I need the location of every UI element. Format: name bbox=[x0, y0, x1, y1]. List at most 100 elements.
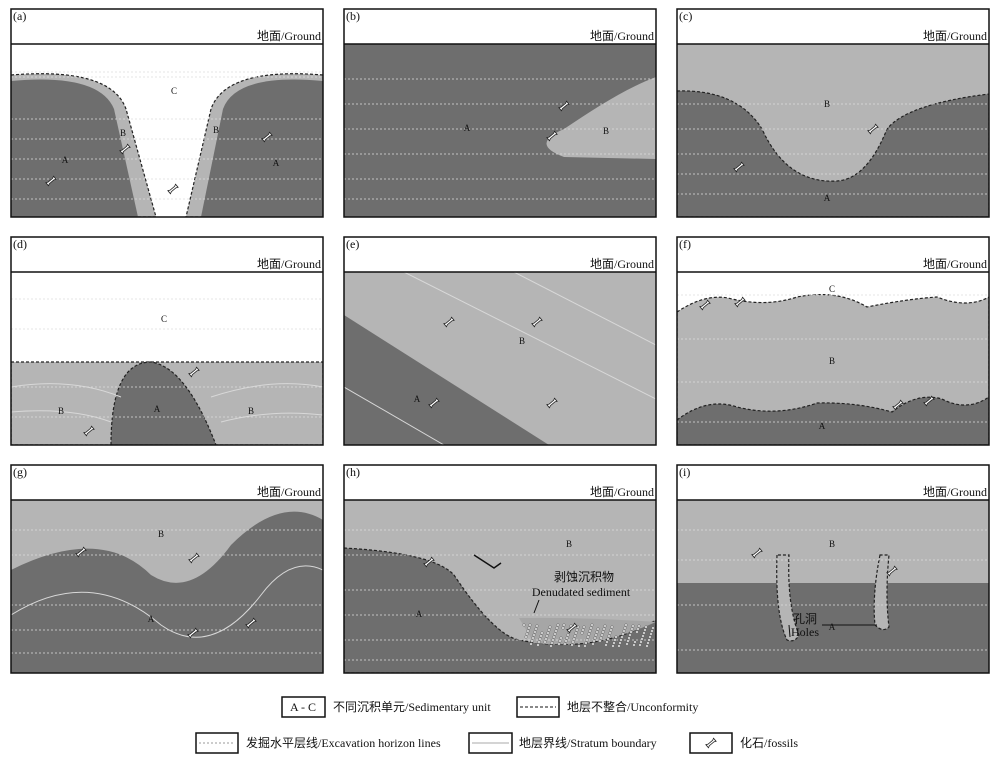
ground-label: 地面/Ground bbox=[923, 485, 987, 499]
panel-body bbox=[344, 272, 656, 445]
sediment-dot bbox=[557, 642, 561, 646]
pointer bbox=[533, 599, 540, 614]
sediment-dot bbox=[642, 631, 646, 635]
unit-label: B bbox=[213, 125, 219, 135]
sediment-dot bbox=[553, 632, 557, 636]
panel-frame bbox=[10, 464, 324, 674]
fossil-shape bbox=[443, 316, 455, 328]
sediment-dot bbox=[547, 628, 551, 632]
sediment-dot bbox=[595, 630, 599, 634]
sediment-dot bbox=[550, 641, 554, 645]
panel: B A (g) 地面/Ground bbox=[10, 464, 324, 674]
panel-frame bbox=[10, 8, 324, 218]
sediment-dot bbox=[631, 624, 635, 628]
annotation: Holes bbox=[791, 625, 819, 639]
unit-label: A bbox=[819, 421, 826, 431]
sediment-dot bbox=[596, 627, 600, 631]
sediment-dot bbox=[600, 633, 604, 637]
fossil-shape bbox=[751, 547, 763, 559]
stratum-boundary bbox=[403, 272, 656, 400]
panel-body bbox=[344, 44, 656, 217]
sediment-dot bbox=[646, 641, 650, 645]
sediment-dot bbox=[613, 638, 617, 642]
fossil-shape bbox=[546, 397, 558, 409]
fossil-icon bbox=[531, 316, 543, 328]
ground-label: 地面/Ground bbox=[257, 29, 321, 43]
fossil-icon bbox=[886, 565, 898, 577]
panel-body bbox=[344, 500, 656, 673]
sediment-dot bbox=[546, 631, 550, 635]
fossil-icon bbox=[83, 425, 95, 437]
sediment-dot bbox=[609, 628, 613, 632]
stratum bbox=[110, 361, 217, 445]
fossil-icon bbox=[187, 627, 199, 639]
unit-label: C bbox=[171, 86, 177, 96]
ground-label: 地面/Ground bbox=[923, 29, 987, 43]
sediment-dot bbox=[640, 637, 644, 641]
sediment-dot bbox=[548, 625, 552, 629]
sediment-dot bbox=[612, 641, 616, 645]
sediment-dot bbox=[552, 635, 556, 639]
stratum-boundary bbox=[11, 383, 122, 398]
ground-label: 地面/Ground bbox=[590, 257, 654, 271]
fossil-shape bbox=[886, 565, 898, 577]
sediment-dot bbox=[544, 637, 548, 641]
fossil-shape bbox=[45, 175, 57, 187]
sediment-dot bbox=[563, 642, 567, 646]
fossil-shape bbox=[867, 123, 879, 135]
sediment-dot bbox=[545, 634, 549, 638]
sediment-dot bbox=[559, 636, 563, 640]
unit-label: B bbox=[519, 336, 525, 346]
stratum bbox=[344, 547, 656, 673]
sediment-dot bbox=[629, 630, 633, 634]
unit-label: B bbox=[158, 529, 164, 539]
sediment-dot bbox=[651, 626, 655, 630]
sediment-dot bbox=[599, 636, 603, 640]
sediment-dot bbox=[628, 633, 632, 637]
legend: A - C 不同沉积单元/Sedimentary unit 地层不整合/Unconf… bbox=[195, 696, 798, 754]
fossil-icon bbox=[705, 737, 717, 749]
panel-label: (f) bbox=[679, 237, 691, 251]
sediment-dot bbox=[645, 644, 649, 648]
fossil-icon bbox=[566, 622, 578, 634]
fossil-icon bbox=[423, 556, 435, 568]
sediment-dot bbox=[625, 642, 629, 646]
unit-label: B bbox=[829, 356, 835, 366]
stratum bbox=[677, 90, 989, 217]
fossil-shape bbox=[734, 296, 746, 308]
unit-label: B bbox=[58, 406, 64, 416]
sediment-dot bbox=[601, 630, 605, 634]
fossil-icon bbox=[188, 552, 200, 564]
unit-label: A bbox=[62, 155, 69, 165]
sediment-dot bbox=[592, 639, 596, 643]
ground-label: 地面/Ground bbox=[590, 485, 654, 499]
panel-label: (h) bbox=[346, 465, 360, 479]
fossil-shape bbox=[923, 395, 935, 407]
sediment-dot bbox=[623, 626, 627, 630]
stratum bbox=[546, 77, 656, 159]
legend-text: 地层不整合/Unconformity bbox=[567, 699, 698, 714]
sediment-dot bbox=[650, 629, 654, 633]
sediment-dot bbox=[618, 641, 622, 645]
fossil-shape bbox=[167, 183, 179, 195]
sediment-dot bbox=[572, 637, 576, 641]
fossil-icon bbox=[867, 123, 879, 135]
fossil-icon bbox=[751, 547, 763, 559]
sediment-dot bbox=[633, 640, 637, 644]
panel-frame bbox=[676, 8, 990, 218]
sediment-dot bbox=[607, 634, 611, 638]
sediment-dot bbox=[562, 623, 566, 627]
sediment-dot bbox=[608, 631, 612, 635]
sediment-dot bbox=[587, 632, 591, 636]
sediment-dot bbox=[589, 626, 593, 630]
fossil-icon bbox=[428, 397, 440, 409]
sediment-dot bbox=[571, 640, 575, 644]
stratum bbox=[873, 554, 890, 631]
fossil-icon bbox=[546, 130, 558, 142]
stratum-boundary bbox=[513, 272, 656, 346]
sediment-dot bbox=[554, 629, 558, 633]
sediment-dot bbox=[639, 640, 643, 644]
sediment-dot bbox=[647, 638, 651, 642]
pointer bbox=[788, 624, 791, 638]
